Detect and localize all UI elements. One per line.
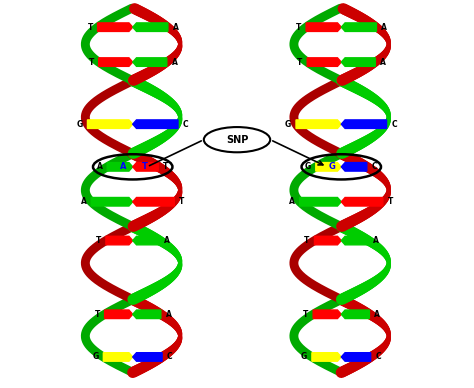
Polygon shape	[341, 58, 375, 66]
Polygon shape	[306, 23, 341, 31]
Text: T: T	[89, 57, 94, 67]
Text: G: G	[285, 120, 291, 129]
Text: G: G	[305, 162, 311, 171]
Text: C: C	[372, 162, 377, 171]
Polygon shape	[133, 197, 174, 206]
Text: A: A	[97, 162, 102, 171]
Text: T: T	[297, 57, 302, 67]
Ellipse shape	[204, 127, 270, 152]
Polygon shape	[107, 163, 133, 171]
Polygon shape	[133, 120, 178, 128]
Polygon shape	[99, 58, 133, 66]
Text: A: A	[374, 310, 380, 319]
Polygon shape	[103, 353, 133, 361]
Polygon shape	[341, 120, 387, 128]
Polygon shape	[106, 236, 133, 245]
Polygon shape	[98, 23, 133, 31]
Polygon shape	[300, 197, 341, 206]
Text: G: G	[301, 352, 307, 362]
Polygon shape	[314, 236, 341, 245]
Polygon shape	[312, 353, 341, 361]
Text: A: A	[120, 162, 127, 171]
Polygon shape	[133, 310, 161, 319]
Polygon shape	[133, 236, 160, 245]
Text: A: A	[380, 57, 386, 67]
Polygon shape	[296, 120, 341, 128]
Polygon shape	[341, 163, 367, 171]
Text: A: A	[81, 197, 86, 206]
Text: C: C	[167, 352, 173, 362]
Text: A: A	[373, 236, 379, 245]
Text: C: C	[350, 162, 356, 171]
Polygon shape	[307, 58, 341, 66]
Text: C: C	[183, 120, 188, 129]
Text: A: A	[289, 197, 295, 206]
Text: T: T	[94, 310, 100, 319]
Text: A: A	[165, 310, 172, 319]
Text: T: T	[163, 162, 168, 171]
Polygon shape	[341, 23, 376, 31]
Text: T: T	[303, 310, 309, 319]
Polygon shape	[341, 310, 369, 319]
Text: T: T	[388, 197, 393, 206]
Text: T: T	[87, 23, 93, 32]
Text: A: A	[164, 236, 170, 245]
Text: A: A	[381, 23, 387, 32]
Polygon shape	[313, 310, 341, 319]
Text: T: T	[179, 197, 184, 206]
Text: T: T	[96, 236, 101, 245]
Text: G: G	[76, 120, 82, 129]
Text: G: G	[328, 162, 335, 171]
Text: T: T	[304, 236, 310, 245]
Text: C: C	[392, 120, 397, 129]
Text: C: C	[375, 352, 381, 362]
Polygon shape	[91, 197, 133, 206]
Text: A: A	[172, 57, 177, 67]
Text: T: T	[142, 162, 147, 171]
Polygon shape	[133, 23, 168, 31]
Polygon shape	[133, 163, 158, 171]
Polygon shape	[133, 58, 167, 66]
Text: T: T	[296, 23, 301, 32]
Text: A: A	[173, 23, 179, 32]
Polygon shape	[105, 310, 133, 319]
Polygon shape	[341, 353, 371, 361]
Polygon shape	[341, 236, 368, 245]
Polygon shape	[316, 163, 341, 171]
Polygon shape	[87, 120, 133, 128]
Polygon shape	[133, 353, 162, 361]
Text: SNP: SNP	[226, 135, 248, 145]
Text: G: G	[92, 352, 99, 362]
Polygon shape	[341, 197, 383, 206]
